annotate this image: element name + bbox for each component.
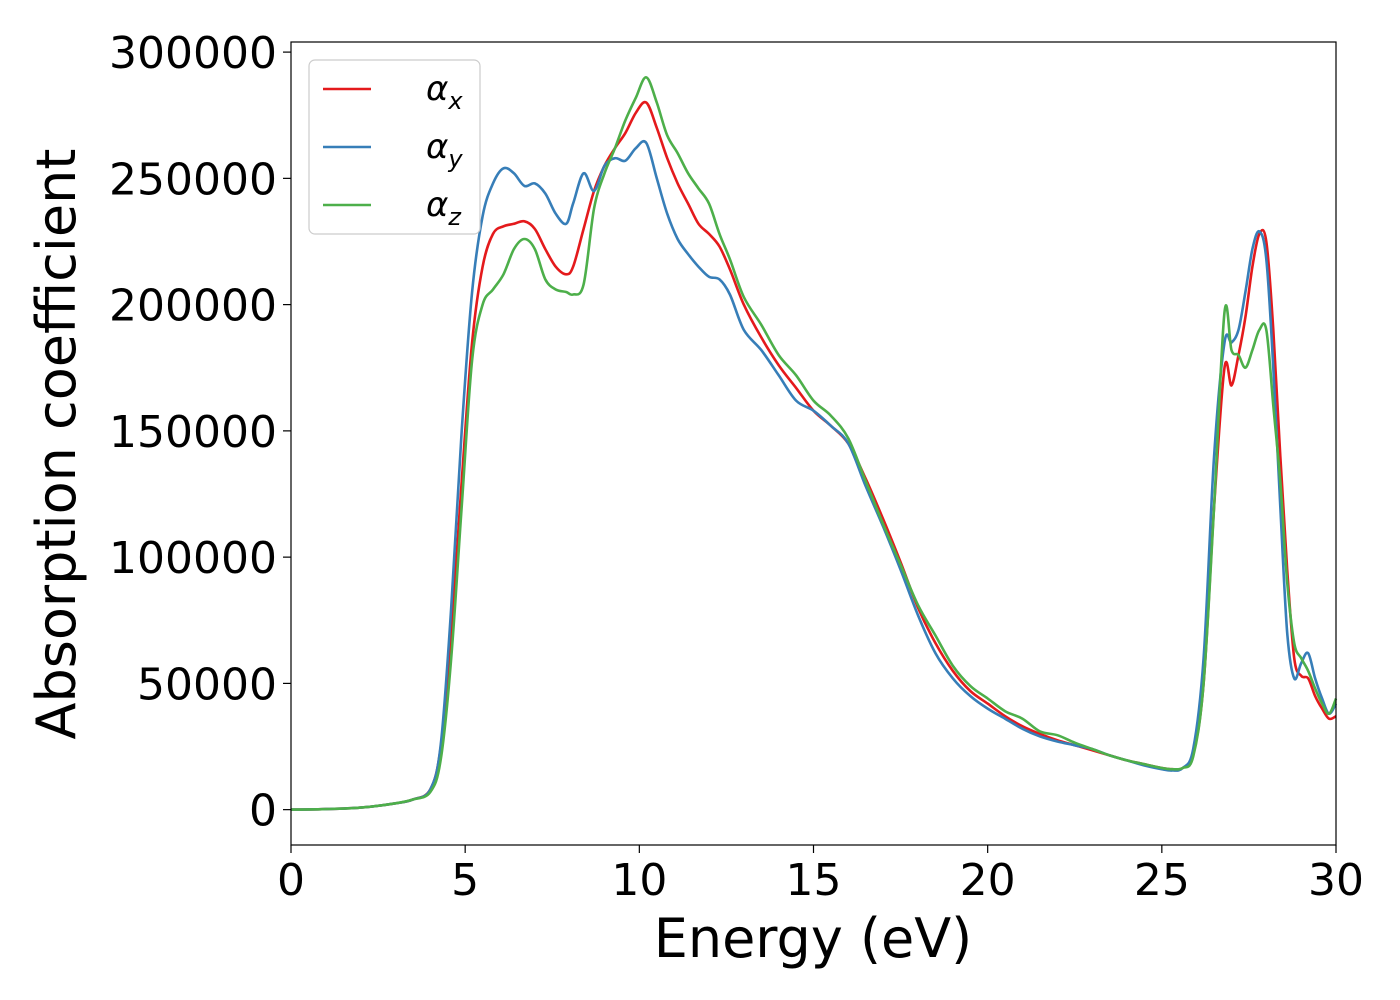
legend-subscript: x	[447, 87, 463, 115]
y-tick-label: 0	[249, 786, 277, 837]
series-line-z	[290, 76, 1338, 811]
x-tick-label: 10	[611, 855, 667, 906]
series-line-y	[290, 140, 1338, 811]
x-tick-label: 5	[451, 855, 479, 906]
x-tick-label: 0	[277, 855, 305, 906]
x-tick-label: 30	[1308, 855, 1364, 906]
y-tick-label: 250000	[109, 154, 277, 205]
y-tick-label: 200000	[109, 281, 277, 332]
legend-subscript: z	[447, 203, 462, 231]
legend-box	[308, 59, 481, 235]
legend-subscript: y	[447, 145, 463, 173]
series-layer	[290, 76, 1338, 811]
x-tick-label: 25	[1134, 855, 1190, 906]
x-tick-label: 15	[786, 855, 842, 906]
y-tick-label: 300000	[109, 28, 277, 79]
y-tick-label: 100000	[109, 533, 277, 584]
y-tick-label: 150000	[109, 407, 277, 458]
x-axis-title: Energy (eV)	[654, 907, 973, 970]
x-tick-label: 20	[960, 855, 1016, 906]
ticks-layer: 0 5 10 15 20 25 30 0 50000 100000 150000 200000 2500…	[109, 28, 1364, 906]
y-tick-label: 50000	[137, 659, 277, 710]
y-axis-title: Absorption coefficient	[25, 149, 88, 740]
